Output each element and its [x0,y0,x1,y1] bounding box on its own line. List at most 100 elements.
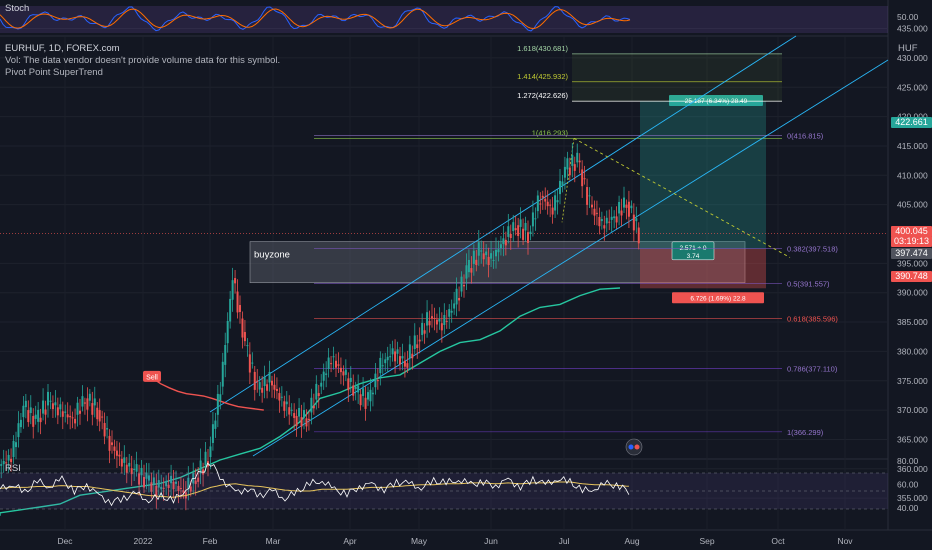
candle-body [214,420,217,429]
candle-body [123,457,126,463]
candle-body [559,180,561,195]
candle-body [315,383,318,400]
candle-body [293,413,296,418]
candle-body [335,360,337,368]
fib-extension-zone [572,53,782,102]
candle-body [598,216,601,227]
candle-body [623,197,625,208]
price-tick: 370.000 [897,405,928,415]
candle-body [482,253,485,260]
event-dot-icon [628,444,634,450]
candle-body [317,393,320,396]
price-tick: 395.000 [897,258,928,268]
price-tick: 405.000 [897,200,928,210]
candle-body [339,367,342,373]
fib-retracement-label: 0.5(391.557) [787,280,830,289]
candle-body [283,401,286,411]
candle-body [93,398,96,406]
candle-body [177,485,180,492]
candle-body [320,382,323,387]
candle-body [15,442,17,448]
stoch-label[interactable]: Stoch [5,3,30,14]
candle-body [118,454,121,457]
candle-body [367,392,369,400]
candle-body [76,402,79,415]
candle-body [549,204,552,206]
candle-body [475,259,478,266]
candle-body [106,428,109,430]
time-axis[interactable]: Dec 2022 Feb Mar Apr May Jun Jul Aug Sep Oct Nov [57,536,853,546]
candle-body [359,394,362,406]
candle-body [534,218,537,220]
candle-body [42,400,45,414]
candle-body [502,238,505,244]
candle-body [507,226,510,237]
candle-body [160,486,163,490]
indicator-title[interactable]: Pivot Point SuperTrend [5,67,103,78]
trend-dashed-line [573,137,791,258]
candle-body [19,419,22,428]
candle-body [49,400,52,402]
candle-body [71,417,74,419]
candle-body [197,477,200,482]
candle-body [337,364,340,366]
time-tick: Nov [837,536,853,546]
candle-body [295,415,298,426]
candle-body [485,251,488,256]
candle-body [613,216,616,219]
candle-body [463,285,465,287]
price-tick: 390.000 [897,288,928,298]
candle-body [300,417,303,427]
candle-body [312,405,315,409]
candle-body [480,250,483,252]
candle-body [143,477,145,488]
fib-retracement-label: 0.786(377.110) [787,364,838,373]
fib-extension-label: 1.272(422.626) [517,91,568,100]
candle-body [458,297,461,301]
candle-body [138,473,141,485]
candle-body [79,410,81,414]
candle-body [98,410,101,422]
price-candles[interactable] [0,142,640,511]
candle-body [211,424,214,443]
symbol-title[interactable]: EURHUF, 1D, FOREX.com [5,43,120,54]
candle-body [64,411,67,413]
candle-body [246,345,249,347]
candle-body [630,205,633,209]
candle-body [406,363,409,368]
candle-body [226,320,229,344]
stoch-d-line [0,8,631,30]
sell-badge [143,370,161,382]
candle-body [327,357,330,370]
candle-body [273,384,276,390]
candle-body [152,477,155,485]
price-axis[interactable]: 355.000 360.000 365.000 370.000 375.000 380.0… [897,24,928,504]
currency-label: HUF [898,43,918,54]
candle-body [12,440,15,458]
candle-body [241,318,244,338]
candle-body [443,315,446,325]
candle-body [248,354,251,373]
candle-body [593,208,596,216]
candle-body [396,349,399,354]
candle-body [91,403,94,415]
candle-body [411,353,414,359]
candle-body [56,407,59,416]
buyzone-label: buyzone [254,250,290,261]
candle-body [379,357,382,374]
candle-body [394,351,397,362]
candle-body [470,268,473,273]
candle-body [413,335,416,350]
candle-body [330,363,333,365]
rsi-label[interactable]: RSI [5,463,21,474]
candle-body [17,423,20,438]
candle-body [285,401,288,405]
channel-upper-line [209,35,797,413]
fib-retracement-label: 0.382(397.518) [787,245,838,254]
candle-body [271,380,273,386]
target-info-box [669,94,763,106]
candle-body [497,249,500,253]
candle-body [495,249,497,257]
